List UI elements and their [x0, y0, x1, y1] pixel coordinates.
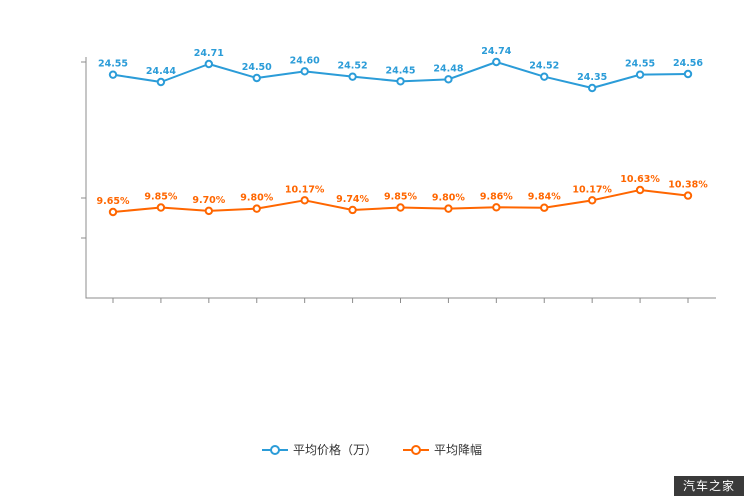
legend-item-average-discount[interactable]: 平均降幅: [403, 441, 482, 458]
data-point-label: 24.55: [98, 59, 128, 70]
data-point-label: 24.35: [577, 72, 607, 83]
data-point[interactable]: [300, 196, 309, 205]
data-point[interactable]: [156, 77, 166, 87]
data-point-label: 10.38%: [668, 180, 708, 191]
chart-legend: 平均价格（万） 平均降幅: [0, 441, 744, 458]
data-point-label: 9.80%: [432, 193, 465, 204]
data-point-label: 24.60: [290, 55, 320, 66]
data-point-label: 10.17%: [572, 184, 612, 195]
data-point[interactable]: [348, 72, 357, 81]
data-point-label: 24.55: [625, 59, 655, 70]
legend-price-line-dot-icon: [261, 444, 288, 455]
legend-discount-line-dot-icon: [403, 444, 429, 455]
legend-label-average-price: 平均价格（万）: [292, 443, 377, 457]
data-point-label: 9.70%: [192, 195, 225, 206]
data-point[interactable]: [492, 203, 501, 212]
data-point[interactable]: [300, 67, 309, 76]
data-point[interactable]: [587, 196, 597, 205]
data-point[interactable]: [108, 207, 118, 217]
data-point-label: 24.71: [194, 48, 224, 59]
data-point[interactable]: [540, 72, 549, 81]
data-point-label: 10.17%: [285, 184, 325, 195]
data-point-label: 9.86%: [480, 191, 513, 202]
data-point-label: 24.48: [433, 63, 463, 74]
data-point-label: 24.74: [481, 46, 511, 57]
data-point-label: 24.50: [242, 62, 272, 73]
data-point-label: 24.45: [385, 65, 415, 76]
data-point[interactable]: [587, 83, 597, 93]
data-point[interactable]: [683, 191, 693, 200]
data-point[interactable]: [252, 73, 261, 83]
data-point-label: 24.52: [338, 61, 368, 72]
data-point[interactable]: [396, 203, 405, 212]
data-point[interactable]: [635, 70, 645, 79]
data-point[interactable]: [108, 70, 118, 79]
data-point[interactable]: [252, 204, 261, 213]
data-point-label: 9.74%: [336, 194, 369, 205]
legend-item-average-price[interactable]: 平均价格（万）: [261, 441, 377, 458]
data-point[interactable]: [444, 75, 453, 84]
data-point-label: 9.84%: [528, 192, 561, 203]
data-point[interactable]: [348, 205, 357, 215]
data-point[interactable]: [204, 59, 214, 69]
data-point[interactable]: [444, 204, 453, 213]
data-point-label: 9.85%: [384, 192, 417, 203]
data-point-label: 9.80%: [240, 193, 273, 204]
data-point-label: 9.85%: [144, 192, 177, 203]
data-point-label: 24.44: [146, 66, 176, 77]
axis-lines: [85, 57, 716, 299]
data-point[interactable]: [683, 69, 693, 79]
data-point[interactable]: [492, 57, 501, 67]
data-point[interactable]: [204, 206, 214, 216]
data-point-label: 24.52: [529, 61, 559, 72]
data-point[interactable]: [156, 203, 166, 212]
data-point[interactable]: [635, 185, 645, 195]
data-point-label: 24.56: [673, 58, 703, 69]
legend-label-average-discount: 平均降幅: [434, 443, 483, 457]
data-point[interactable]: [396, 77, 405, 86]
data-point-label: 9.65%: [97, 196, 130, 207]
data-point-label: 10.63%: [620, 174, 660, 185]
watermark-autohome-logo: 汽车之家: [673, 476, 744, 496]
data-point[interactable]: [540, 203, 549, 212]
